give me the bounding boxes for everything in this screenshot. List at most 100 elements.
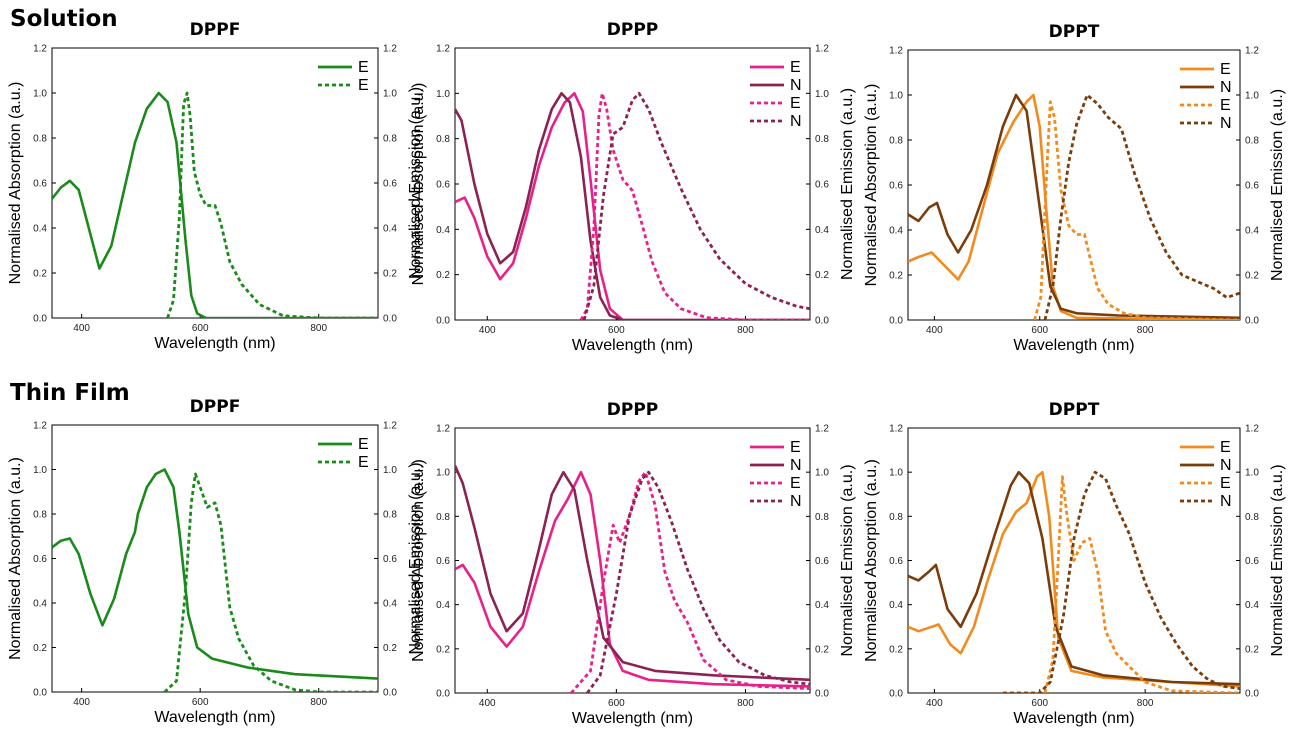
y-tick-label-right: 0.0 [383,314,397,325]
y-tick-label-left: 0.8 [436,134,450,145]
y-tick-label-right: 1.0 [1245,91,1259,102]
series-line-absorption-N [455,92,810,320]
series-line-absorption-E [908,470,1240,688]
y-tick-label-right: 0.8 [383,510,397,521]
chart-panel-2: DPPP 0.0 0.0 0.2 0.2 0.4 0.4 0.6 0.6 0.8 0.8 1.0 1.0… [410,20,856,354]
plot-frame [51,47,379,319]
x-tick-label: 400 [926,698,943,709]
x-axis-label: Wavelength (nm) [572,337,693,354]
y-tick-label-right: 0.2 [383,269,397,280]
y-tick-label-left: 0.0 [33,314,47,325]
legend-label: E [358,59,369,76]
y-tick-label-right: 1.0 [383,465,397,476]
y-tick-label-left: 0.6 [436,180,450,191]
y-tick-label-left: 1.0 [33,465,47,476]
legend-label: E [1220,97,1231,114]
y-tick-label-left: 0.0 [436,689,450,700]
y-tick-label-left: 0.4 [436,225,450,236]
series-line-emission-E [1033,100,1240,320]
y-tick-label-right: 0.0 [815,316,829,327]
series-line-emission-E [166,91,378,318]
y-axis-label-left: Normalised Absorption (a.u.) [7,457,24,660]
y-tick-label-right: 0.2 [815,270,829,281]
chart-panel-1: DPPF 0.0 0.0 0.2 0.2 0.4 0.4 0.6 0.6 0.8 0.8 1.0 1.0… [7,20,424,352]
y-tick-label-left: 0.6 [33,179,47,190]
y-tick-label-left: 1.2 [436,44,450,55]
chart-panel-6: DPPT 0.0 0.0 0.2 0.2 0.4 0.4 0.6 0.6 0.8 0.8 1.0 1.0… [863,400,1286,727]
y-tick-label-right: 0.4 [815,225,829,236]
series-line-emission-N [582,91,810,320]
legend-label: E [790,95,801,112]
y-tick-label-right: 0.6 [383,179,397,190]
y-axis-label-right: Normalised Emission (a.u.) [1269,89,1286,281]
legend-label: E [790,475,801,492]
y-tick-label-right: 0.4 [815,600,829,611]
x-tick-label: 600 [608,325,625,336]
y-tick-label-left: 0.2 [436,644,450,655]
series-line-absorption-N [908,93,1240,320]
x-tick-label: 400 [73,323,90,334]
series-line-emission-E [1043,475,1240,693]
plot-frame [454,427,811,694]
y-tick-label-left: 1.2 [889,424,903,435]
x-axis-label: Wavelength (nm) [154,709,275,726]
x-axis-label: Wavelength (nm) [572,710,693,727]
y-tick-label-right: 0.0 [383,688,397,699]
x-tick-label: 400 [479,698,496,709]
y-tick-label-left: 0.6 [436,556,450,567]
y-tick-label-left: 0.8 [889,512,903,523]
y-tick-label-left: 1.0 [436,89,450,100]
chart-title: DPPT [1049,22,1100,42]
y-tick-label-left: 0.2 [889,644,903,655]
y-tick-label-right: 1.0 [383,89,397,100]
y-tick-label-left: 1.2 [33,44,47,55]
y-tick-label-right: 0.2 [383,643,397,654]
y-tick-label-right: 0.2 [1245,644,1259,655]
y-tick-label-left: 0.2 [33,269,47,280]
x-tick-label: 800 [310,323,327,334]
x-tick-label: 600 [1031,325,1048,336]
y-tick-label-left: 0.2 [436,270,450,281]
plot-frame [454,47,811,321]
y-tick-label-left: 0.0 [436,316,450,327]
row-label-solution: Solution [10,6,118,32]
legend-label: E [790,59,801,76]
y-tick-label-right: 0.2 [1245,271,1259,282]
y-axis-label-left: Normalised Absorption (a.u.) [863,84,880,287]
legend-label: N [790,493,802,510]
series-line-emission-E [579,91,810,320]
y-tick-label-right: 0.8 [815,134,829,145]
y-tick-label-left: 0.8 [33,134,47,145]
y-tick-label-right: 1.2 [383,44,397,55]
y-tick-label-right: 0.6 [815,180,829,191]
y-tick-label-right: 1.2 [815,424,829,435]
series-line-absorption-N [908,470,1240,686]
legend-label: E [790,439,801,456]
y-tick-label-left: 0.2 [33,643,47,654]
y-tick-label-right: 1.0 [815,468,829,479]
y-axis-label-right: Normalised Emission (a.u.) [407,462,424,654]
legend-label: N [1220,493,1232,510]
y-tick-label-right: 1.2 [1245,46,1259,57]
y-tick-label-left: 0.2 [889,271,903,282]
y-tick-label-right: 0.4 [383,224,397,235]
y-tick-label-right: 0.6 [1245,556,1259,567]
y-tick-label-right: 1.2 [815,44,829,55]
series-line-emission-E [163,472,378,692]
y-tick-label-left: 1.0 [33,89,47,100]
x-tick-label: 400 [479,325,496,336]
series-line-emission-N [1043,93,1240,320]
y-tick-label-left: 1.2 [889,46,903,57]
x-tick-label: 600 [1031,698,1048,709]
y-tick-label-right: 0.4 [1245,600,1259,611]
y-tick-label-left: 0.4 [889,226,903,237]
legend-label: N [790,77,802,94]
y-axis-label-left: Normalised Absorption (a.u.) [7,82,24,285]
y-tick-label-right: 0.8 [383,134,397,145]
legend-label: E [1220,61,1231,78]
series-line-absorption-E [52,468,378,680]
y-tick-label-left: 1.2 [33,421,47,432]
y-axis-label-left: Normalised Absorption (a.u.) [410,459,427,662]
y-tick-label-left: 0.4 [33,224,47,235]
